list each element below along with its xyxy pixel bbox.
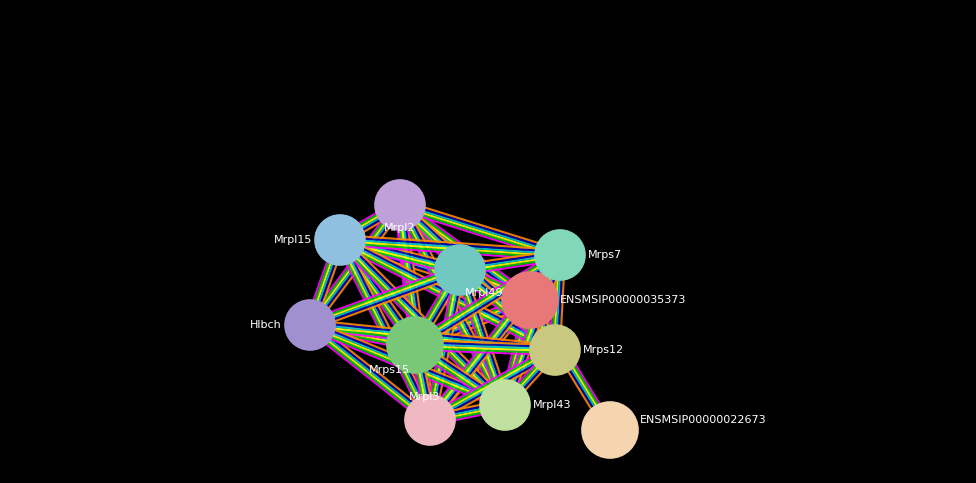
Circle shape	[582, 402, 638, 458]
Text: Mrpl49: Mrpl49	[465, 288, 504, 298]
Circle shape	[530, 325, 580, 375]
Circle shape	[435, 245, 485, 295]
Text: ENSMSIP00000035373: ENSMSIP00000035373	[560, 295, 686, 305]
Text: Mrpl43: Mrpl43	[533, 400, 572, 410]
Circle shape	[387, 317, 443, 373]
Circle shape	[405, 395, 455, 445]
Text: ENSMSIP00000022673: ENSMSIP00000022673	[640, 415, 766, 425]
Circle shape	[375, 180, 425, 230]
Circle shape	[285, 300, 335, 350]
Text: Mrps12: Mrps12	[583, 345, 624, 355]
Text: Mrpl15: Mrpl15	[273, 235, 312, 245]
Circle shape	[315, 215, 365, 265]
Circle shape	[480, 380, 530, 430]
Circle shape	[502, 272, 558, 328]
Text: Mrps7: Mrps7	[588, 250, 622, 260]
Text: Hlbch: Hlbch	[250, 320, 282, 330]
Text: Mrps15: Mrps15	[369, 365, 410, 375]
Text: Mrpl3: Mrpl3	[409, 392, 441, 402]
Text: Mrpl2: Mrpl2	[385, 223, 416, 233]
Circle shape	[535, 230, 585, 280]
